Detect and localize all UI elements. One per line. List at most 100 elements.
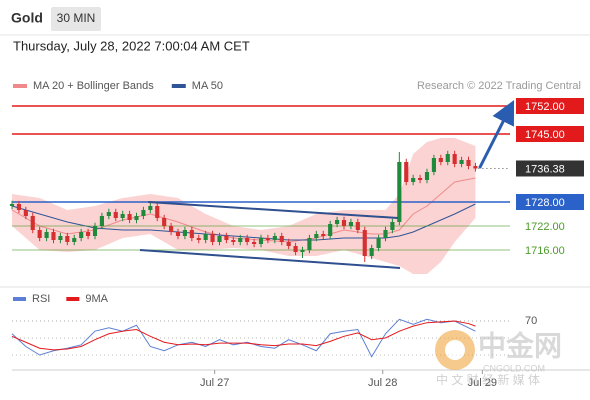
candle-body (258, 238, 264, 244)
candle-body (127, 214, 132, 220)
legend-swatch (66, 297, 80, 301)
candle-body (92, 226, 98, 236)
candle-body (466, 160, 471, 166)
price-tag (516, 160, 584, 177)
candle-body (473, 166, 478, 169)
candle-body (362, 230, 367, 256)
candle-body (99, 216, 104, 226)
candle-body (286, 242, 291, 246)
candle-body (245, 238, 250, 242)
candle-body (404, 162, 409, 182)
x-tick-label: Jul 29 (468, 377, 497, 389)
price-label: 1722.00 (525, 221, 565, 233)
candle-body (411, 178, 416, 182)
candle-body (390, 222, 395, 230)
indicator-line (11, 320, 476, 351)
candle-body (44, 232, 49, 238)
candle-body (175, 232, 181, 236)
candle-body (134, 216, 139, 220)
candle-body (37, 230, 42, 238)
x-tick-label: Jul 27 (200, 377, 229, 389)
watermark-logo-inner (445, 340, 465, 360)
candle-body (459, 160, 464, 164)
legend-label: MA 50 (192, 80, 223, 92)
trendline (148, 201, 399, 219)
candle-body (23, 210, 28, 216)
candle-body (272, 236, 277, 240)
candle-body (141, 210, 146, 216)
watermark: 中金网 CNGOLD.COM 中 文 财 经 新 媒 体 (435, 329, 562, 387)
candle-body (265, 238, 270, 240)
candle-body (148, 206, 153, 210)
legend-label: 9MA (85, 293, 108, 305)
price-label: 1728.00 (525, 197, 565, 209)
watermark-domain: CNGOLD.COM (483, 363, 545, 373)
price-tag (516, 98, 584, 114)
candle-body (217, 236, 222, 242)
candle-body (341, 220, 347, 226)
candle-body (397, 162, 402, 222)
legend-label: RSI (32, 293, 50, 305)
candle-body (293, 246, 298, 252)
forecast-arrow (478, 99, 515, 169)
y-tick-label: 70 (525, 315, 537, 327)
candle-body (169, 226, 174, 232)
candle-body (369, 248, 374, 256)
x-tick-label: Jul 28 (368, 377, 397, 389)
candle-body (348, 222, 353, 226)
indicator-line (11, 318, 476, 358)
candle-body (279, 236, 284, 242)
price-label: 1716.00 (525, 245, 565, 257)
candle-body (203, 234, 208, 240)
candle-body (424, 172, 430, 180)
candle-body (65, 236, 70, 242)
watermark-brand: 中金网 (478, 329, 562, 361)
candle-body (252, 242, 257, 244)
candle-body (189, 230, 194, 238)
candle-body (210, 234, 215, 242)
candle-body (335, 220, 340, 224)
legend-swatch (13, 84, 27, 88)
candle-body (376, 238, 381, 248)
price-label: 1745.00 (525, 129, 565, 141)
candle-body (72, 238, 77, 242)
candle-body (224, 236, 229, 240)
candle-body (86, 232, 91, 236)
candle-body (383, 230, 388, 238)
candle-body (300, 250, 305, 252)
candle-body (196, 238, 201, 240)
symbol: Gold (11, 10, 43, 26)
candle-body (321, 234, 326, 236)
candle-body (431, 158, 436, 172)
last-price-label: 1736.38 (525, 163, 565, 175)
price-tag (516, 126, 584, 142)
legend-label: MA 20 + Bollinger Bands (33, 80, 154, 92)
candle-body (113, 212, 118, 218)
datetime: Thursday, July 28, 2022 7:00:04 AM CET (13, 38, 250, 53)
trendline (139, 249, 401, 269)
candle-body (445, 154, 450, 162)
legend-swatch (13, 297, 26, 301)
price-label: 1752.00 (525, 101, 565, 113)
candle-body (438, 158, 443, 162)
candle-body (182, 230, 187, 236)
bollinger-band (12, 138, 476, 274)
watermark-tagline: 中 文 财 经 新 媒 体 (436, 372, 540, 387)
candle-body (120, 214, 125, 218)
candle-body (307, 238, 312, 250)
candle-body (9, 204, 15, 206)
interval[interactable]: 30 MIN (57, 11, 96, 25)
candle-body (418, 178, 423, 180)
candle-body (155, 206, 160, 218)
candle-body (106, 212, 111, 216)
candle-body (328, 224, 333, 236)
candle-body (452, 154, 457, 164)
candle-body (238, 238, 243, 242)
candle-body (58, 236, 63, 240)
candle-body (16, 204, 21, 210)
candle-body (162, 218, 167, 226)
interval-badge[interactable] (51, 7, 101, 31)
